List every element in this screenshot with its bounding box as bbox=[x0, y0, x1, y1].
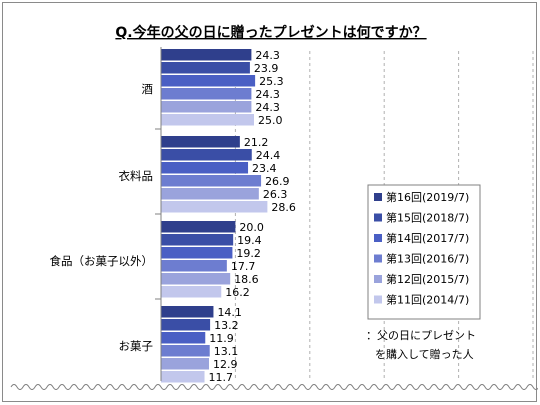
data-label-2-1: 19.4 bbox=[237, 234, 262, 247]
legend-label-2: 第14回(2017/7) bbox=[386, 231, 469, 245]
bar-0-1 bbox=[161, 62, 250, 74]
legend-swatch-5 bbox=[374, 295, 382, 304]
data-label-1-1: 24.4 bbox=[256, 149, 281, 162]
data-label-1-0: 21.2 bbox=[244, 136, 269, 149]
data-label-0-0: 24.3 bbox=[255, 49, 280, 62]
data-label-3-2: 11.9 bbox=[209, 332, 234, 345]
axis-break-line bbox=[10, 384, 538, 390]
data-labels: 24.323.925.324.324.325.021.224.423.426.9… bbox=[209, 49, 296, 384]
bar-1-0 bbox=[161, 136, 240, 148]
data-label-0-2: 25.3 bbox=[259, 75, 284, 88]
bar-0-2 bbox=[161, 75, 256, 87]
data-label-1-3: 26.9 bbox=[265, 175, 290, 188]
category-label-0: 酒 bbox=[142, 82, 154, 96]
legend-swatch-0 bbox=[374, 193, 382, 201]
chart: Q.今年の父の日に贈ったプレゼントは何ですか？ 24.323.925.324.3… bbox=[10, 24, 538, 390]
legend: 第16回(2019/7) 第15回(2018/7) 第14回(2017/7) 第13回… bbox=[367, 184, 481, 320]
data-label-1-2: 23.4 bbox=[252, 162, 277, 175]
data-label-0-1: 23.9 bbox=[254, 62, 279, 75]
bar-0-0 bbox=[161, 49, 252, 61]
legend-box bbox=[367, 184, 481, 320]
bar-3-5 bbox=[161, 371, 205, 383]
data-label-2-0: 20.0 bbox=[239, 221, 264, 234]
bar-3-1 bbox=[161, 319, 211, 331]
legend-label-4: 第12回(2015/7) bbox=[386, 272, 469, 286]
data-label-2-4: 18.6 bbox=[234, 273, 259, 286]
legend-label-1: 第15回(2018/7) bbox=[386, 211, 469, 225]
data-label-3-5: 11.7 bbox=[209, 371, 234, 384]
bar-2-5 bbox=[161, 286, 222, 298]
bars bbox=[161, 49, 268, 383]
data-label-2-3: 17.7 bbox=[231, 260, 256, 273]
bar-1-1 bbox=[161, 149, 252, 161]
bar-1-4 bbox=[161, 188, 259, 200]
category-label-1: 衣料品 bbox=[119, 169, 154, 183]
axis bbox=[10, 47, 538, 390]
data-label-0-3: 24.3 bbox=[255, 88, 280, 101]
bar-0-4 bbox=[161, 101, 252, 113]
bar-1-5 bbox=[161, 201, 268, 213]
category-label-3: お菓子 bbox=[119, 339, 154, 353]
bar-3-4 bbox=[161, 358, 209, 370]
bar-2-3 bbox=[161, 260, 227, 272]
bar-2-4 bbox=[161, 273, 231, 285]
data-label-1-5: 28.6 bbox=[271, 201, 296, 214]
data-label-3-1: 13.2 bbox=[214, 319, 239, 332]
bar-3-0 bbox=[161, 306, 214, 318]
bar-3-2 bbox=[161, 332, 206, 344]
data-label-3-0: 14.1 bbox=[217, 306, 242, 319]
bar-1-3 bbox=[161, 175, 262, 187]
legend-label-5: 第11回(2014/7) bbox=[386, 293, 469, 307]
data-label-2-2: 19.2 bbox=[236, 247, 261, 260]
chart-title: Q.今年の父の日に贈ったプレゼントは何ですか？ bbox=[115, 24, 426, 41]
bar-3-3 bbox=[161, 345, 210, 357]
legend-label-0: 第16回(2019/7) bbox=[386, 190, 469, 204]
bar-2-2 bbox=[161, 247, 233, 259]
bar-0-3 bbox=[161, 88, 252, 100]
legend-swatch-4 bbox=[374, 275, 382, 283]
data-label-0-4: 24.3 bbox=[255, 101, 280, 114]
data-label-2-5: 16.2 bbox=[225, 286, 250, 299]
data-label-3-3: 13.1 bbox=[214, 345, 239, 358]
bar-0-5 bbox=[161, 114, 254, 126]
data-label-3-4: 12.9 bbox=[213, 358, 238, 371]
bar-2-1 bbox=[161, 234, 234, 246]
note: ：父の日にプレゼント を購入して贈った人 bbox=[366, 329, 476, 361]
legend-swatch-1 bbox=[374, 213, 382, 222]
legend-swatch-2 bbox=[374, 234, 382, 242]
bar-2-0 bbox=[161, 221, 236, 233]
legend-label-3: 第13回(2016/7) bbox=[386, 252, 469, 266]
note-line-1: ：父の日にプレゼント bbox=[366, 329, 476, 342]
data-label-0-5: 25.0 bbox=[258, 114, 283, 127]
data-label-1-4: 26.3 bbox=[263, 188, 288, 201]
category-label-2: 食品（お菓子以外） bbox=[50, 254, 154, 268]
legend-swatch-3 bbox=[374, 254, 382, 263]
bar-1-2 bbox=[161, 162, 249, 174]
note-line-2: を購入して贈った人 bbox=[375, 347, 474, 361]
